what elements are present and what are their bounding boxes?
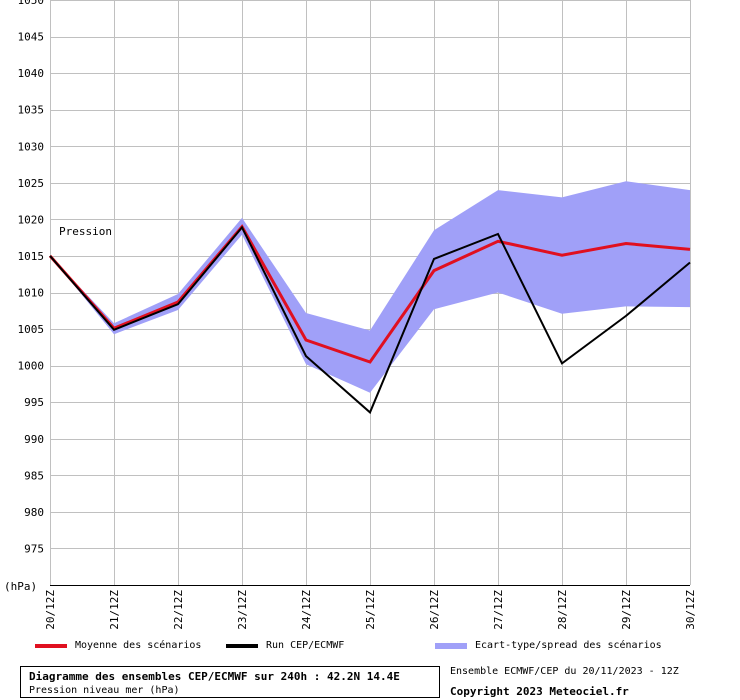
chart-area: 975 980 985 990 995 1000 1005 1010 1015 1020 1025 1… — [4, 0, 697, 630]
series-line-run — [49, 225, 691, 415]
y-tick-label: 975 — [24, 542, 44, 555]
legend-mean: Moyenne des scénarios — [35, 640, 201, 651]
x-tick-label: 28/12Z — [556, 590, 569, 630]
legend-spread-swatch — [435, 642, 467, 649]
y-axis-unit-label: (hPa) — [4, 580, 37, 593]
x-tick-label: 25/12Z — [364, 590, 377, 630]
x-tick-label: 23/12Z — [236, 590, 249, 630]
chart-title-box: Diagramme des ensembles CEP/ECMWF sur 24… — [20, 666, 440, 698]
copyright: Copyright 2023 Meteociel.fr — [450, 685, 629, 698]
y-tick-label: 1040 — [18, 67, 45, 80]
y-tick-label: 1005 — [18, 323, 45, 336]
legend-run: Run CEP/ECMWF — [226, 640, 344, 651]
y-tick-label: 1025 — [18, 177, 45, 190]
series-layer — [48, 224, 691, 415]
y-tick-label: 1030 — [18, 140, 45, 153]
grid — [50, 0, 691, 586]
y-tick-label: 980 — [24, 506, 44, 519]
y-tick-label: 995 — [24, 396, 44, 409]
y-tick-label: 1020 — [18, 213, 45, 226]
y-tick-label: 990 — [24, 433, 44, 446]
legend-run-swatch — [226, 643, 258, 648]
x-ticks: 20/12Z 21/12Z 22/12Z 23/12Z 24/12Z 25/12Z 26/1… — [44, 590, 697, 630]
y-tick-label: 1000 — [18, 360, 45, 373]
legend-run-label: Run CEP/ECMWF — [266, 640, 345, 651]
x-tick-label: 26/12Z — [428, 590, 441, 630]
chart-subtitle: Pression niveau mer (hPa) — [29, 685, 180, 696]
x-tick-label: 30/12Z — [684, 590, 697, 630]
spread-band — [50, 181, 690, 393]
y-tick-label: 1050 — [18, 0, 45, 7]
legend-mean-label: Moyenne des scénarios — [75, 640, 202, 651]
y-tick-label: 1010 — [18, 287, 45, 300]
legend-spread: Ecart-type/spread des scénarios — [435, 640, 662, 651]
ensemble-info: Ensemble ECMWF/CEP du 20/11/2023 - 12Z — [450, 666, 679, 677]
x-tick-label: 29/12Z — [620, 590, 633, 630]
x-tick-label: 27/12Z — [492, 590, 505, 630]
chart-title: Diagramme des ensembles CEP/ECMWF sur 24… — [29, 670, 400, 683]
x-tick-label: 24/12Z — [300, 590, 313, 630]
y-tick-label: 985 — [24, 469, 44, 482]
y-tick-label: 1045 — [18, 31, 45, 44]
y-tick-label: 1015 — [18, 250, 45, 263]
x-tick-label: 21/12Z — [108, 590, 121, 630]
y-ticks: 975 980 985 990 995 1000 1005 1010 1015 1020 1025 1… — [18, 0, 45, 555]
spread-layer — [50, 181, 690, 393]
y-tick-label: 1035 — [18, 104, 45, 117]
legend-spread-label: Ecart-type/spread des scénarios — [475, 640, 662, 651]
series-line-mean — [48, 224, 691, 364]
plot-inner-label: Pression — [59, 225, 112, 238]
legend-mean-swatch — [35, 643, 67, 648]
x-tick-label: 20/12Z — [44, 590, 57, 630]
x-tick-label: 22/12Z — [172, 590, 185, 630]
